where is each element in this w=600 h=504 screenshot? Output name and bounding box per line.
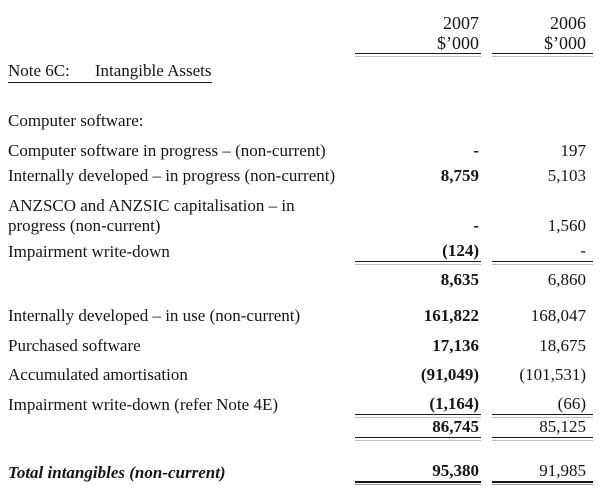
unit-header-2007: $’000	[355, 33, 481, 57]
cell-2006: 18,675	[539, 336, 586, 355]
row-subtotal-computer-software-in-progress: 8,635 6,860	[8, 270, 593, 290]
row-subtotal-in-use-software: 86,745 85,125	[8, 417, 593, 441]
cell-label-line2: progress (non-current)	[8, 216, 161, 235]
section-heading: Computer software:	[8, 111, 144, 130]
column-header-2006: 2006	[550, 13, 586, 33]
cell-2007: -	[473, 216, 479, 235]
cell-2007: 95,380	[355, 461, 481, 485]
cell-2007: 8,635	[440, 270, 479, 289]
cell-2007: 86,745	[355, 417, 481, 441]
cell-2006: 6,860	[547, 270, 586, 289]
row-total-intangibles: Total intangibles (non-current) 95,380 9…	[8, 461, 593, 485]
row-internally-developed-in-use: Internally developed – in use (non-curre…	[8, 306, 593, 326]
cell-label: Internally developed – in progress (non-…	[8, 166, 336, 185]
row-purchased-software: Purchased software 17,136 18,675	[8, 336, 593, 356]
cell-label: ANZSCO and ANZSIC capitalisation – in pr…	[8, 196, 355, 236]
cell-2006: 5,103	[547, 166, 586, 185]
cell-2007: (124)	[355, 241, 481, 265]
cell-label: Computer software in progress – (non-cur…	[8, 141, 326, 160]
column-year-header-row: 2007 2006	[8, 13, 593, 33]
row-accumulated-amortisation: Accumulated amortisation (91,049) (101,5…	[8, 365, 593, 385]
cell-label: Internally developed – in use (non-curre…	[8, 306, 301, 325]
cell-label: Total intangibles (non-current)	[8, 463, 226, 482]
cell-label: Accumulated amortisation	[8, 365, 188, 384]
unit-header-2006: $’000	[492, 33, 593, 57]
cell-2007: (91,049)	[420, 365, 479, 384]
cell-2006: 1,560	[547, 216, 586, 235]
row-impairment-write-down-note-4e: Impairment write-down (refer Note 4E) (1…	[8, 394, 593, 418]
cell-label: Impairment write-down	[8, 242, 170, 261]
cell-2007: 17,136	[432, 336, 479, 355]
cell-2006: 85,125	[492, 417, 593, 441]
cell-2007: (1,164)	[355, 394, 481, 418]
cell-2007: 161,822	[423, 306, 479, 325]
cell-2007: -	[473, 141, 479, 160]
cell-2006: 197	[560, 141, 587, 160]
cell-label-line1: ANZSCO and ANZSIC capitalisation – in	[8, 196, 295, 215]
cell-2006: 91,985	[492, 461, 593, 485]
column-header-2007: 2007	[443, 13, 479, 33]
row-internally-developed-in-progress: Internally developed – in progress (non-…	[8, 166, 593, 186]
cell-2007: 8,759	[440, 166, 479, 185]
note-heading: Note 6C: Intangible Assets	[8, 61, 593, 83]
cell-2006: -	[492, 241, 593, 265]
cell-label: Purchased software	[8, 336, 141, 355]
row-impairment-write-down: Impairment write-down (124) -	[8, 241, 593, 265]
cell-2006: (66)	[492, 394, 593, 418]
row-anzsco-anzsic-capitalisation: ANZSCO and ANZSIC capitalisation – in pr…	[8, 196, 593, 236]
cell-2006: 168,047	[530, 306, 586, 325]
note-heading-underline: Note 6C: Intangible Assets	[8, 61, 212, 83]
row-computer-software-in-progress: Computer software in progress – (non-cur…	[8, 141, 593, 161]
note-number: Note 6C:	[8, 61, 70, 80]
cell-label: Impairment write-down (refer Note 4E)	[8, 395, 278, 414]
cell-2006: (101,531)	[519, 365, 586, 384]
column-unit-header-row: $’000 $’000	[8, 33, 593, 57]
note-title: Intangible Assets	[94, 61, 212, 80]
